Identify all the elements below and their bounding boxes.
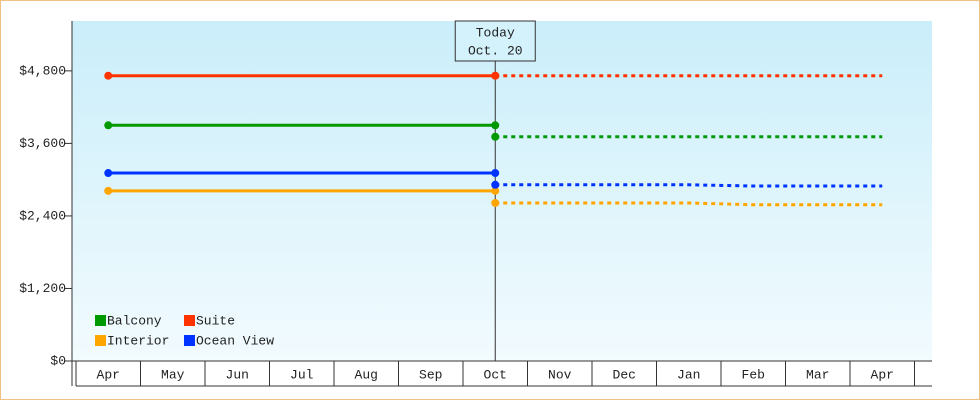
x-tick-label: Feb bbox=[742, 367, 765, 382]
legend-swatch bbox=[184, 335, 195, 346]
data-point bbox=[491, 186, 500, 195]
y-tick-label: $2,400 bbox=[19, 208, 66, 223]
data-point bbox=[491, 180, 500, 189]
y-tick-label: $0 bbox=[50, 353, 66, 368]
legend-swatch bbox=[95, 335, 106, 346]
legend-swatch bbox=[184, 315, 195, 326]
data-point bbox=[104, 186, 113, 195]
legend-label: Balcony bbox=[107, 313, 162, 328]
x-tick-label: Jun bbox=[226, 367, 249, 382]
x-tick-label: Apr bbox=[871, 367, 894, 382]
data-point bbox=[104, 169, 113, 178]
legend-label: Suite bbox=[196, 313, 235, 328]
x-tick-label: Aug bbox=[355, 367, 378, 382]
data-point bbox=[104, 71, 113, 80]
data-point bbox=[491, 121, 500, 130]
data-point bbox=[491, 198, 500, 207]
today-label: Today bbox=[476, 25, 515, 40]
x-tick-label: Dec bbox=[613, 367, 636, 382]
y-tick-label: $4,800 bbox=[19, 63, 66, 78]
forecast-line bbox=[495, 183, 883, 188]
legend-swatch bbox=[95, 315, 106, 326]
today-date: Oct. 20 bbox=[468, 43, 523, 58]
data-point bbox=[491, 169, 500, 178]
x-tick-label: Nov bbox=[548, 367, 572, 382]
data-point bbox=[104, 121, 113, 130]
y-tick-label: $3,600 bbox=[19, 136, 66, 151]
x-tick-label: Sep bbox=[419, 367, 442, 382]
today-box bbox=[454, 20, 536, 62]
x-tick-label: Apr bbox=[97, 367, 120, 382]
x-tick-label: Mar bbox=[806, 367, 829, 382]
x-tick-label: Jul bbox=[290, 367, 314, 382]
x-tick-label: May bbox=[161, 367, 185, 382]
x-tick-label: Oct bbox=[484, 367, 507, 382]
data-point bbox=[491, 71, 500, 80]
legend-label: Interior bbox=[107, 333, 169, 348]
y-tick-label: $1,200 bbox=[19, 281, 66, 296]
x-tick-label: Jan bbox=[677, 367, 700, 382]
forecast-line bbox=[495, 201, 883, 207]
legend-label: Ocean View bbox=[196, 333, 274, 348]
data-point bbox=[491, 132, 500, 141]
